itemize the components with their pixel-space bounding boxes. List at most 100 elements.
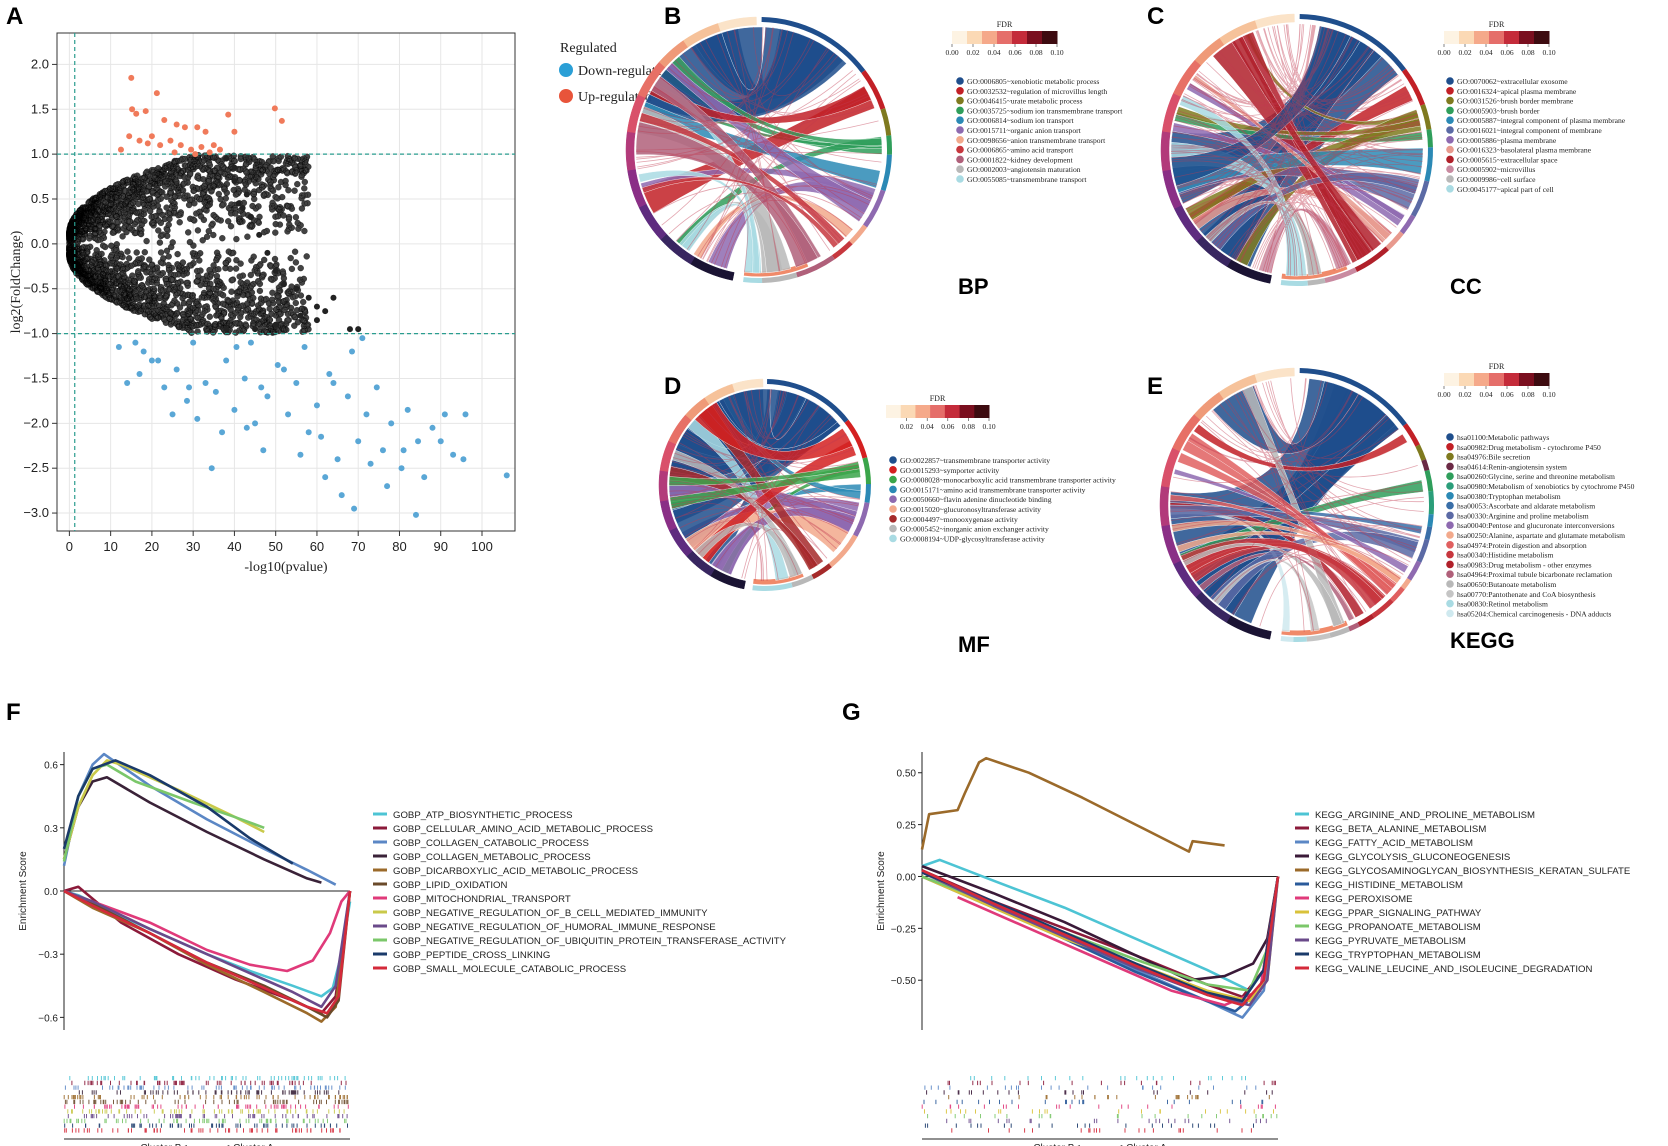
colorbar-tick-label: 0.10 [1050, 48, 1063, 57]
legend-swatch [889, 466, 897, 474]
term-arc [1357, 613, 1375, 627]
colorbar-tick-label: 0.04 [987, 48, 1000, 57]
fdr-ring [743, 261, 809, 277]
plot-frame [56, 32, 516, 532]
legend-swatch [1446, 531, 1454, 539]
legend-label: GO:0022857~transmembrane transporter act… [900, 456, 1050, 465]
colorbar-cell [930, 405, 946, 418]
gene-arc-segment [625, 137, 635, 146]
legend-label: hsa01100:Metabolic pathways [1457, 433, 1549, 442]
term-arc [1371, 598, 1394, 619]
legend-swatch [1446, 541, 1454, 549]
rug-ticks [64, 1123, 348, 1128]
legend-label: GO:0016021~integral component of membran… [1457, 126, 1602, 135]
legend-label: GO:0005902~microvillus [1457, 165, 1535, 174]
x-tick-label: 50 [268, 539, 282, 554]
up-regulated-point [198, 143, 205, 150]
down-regulated-point [460, 456, 467, 463]
down-regulated-point [274, 362, 281, 368]
enrichment-line [62, 763, 265, 862]
legend-swatch [1446, 580, 1454, 588]
up-regulated-point [142, 108, 149, 115]
legend-label: KEGG_FATTY_ACID_METABOLISM [1315, 838, 1473, 849]
legend-swatch [956, 175, 964, 183]
nonsignificant-point [330, 294, 337, 301]
legend-label: KEGG_TRYPTOPHAN_METABOLISM [1315, 950, 1481, 961]
y-axis-label: log2(FoldChange) [9, 230, 24, 333]
y-tick-label: 1.5 [31, 101, 49, 116]
y-tick-label: −2.5 [23, 460, 49, 475]
legend-swatch-up [559, 89, 573, 103]
legend-label: GOBP_MITOCHONDRIAL_TRANSPORT [393, 894, 571, 905]
colorbar-cell [1534, 373, 1550, 386]
legend-swatch [956, 116, 964, 124]
colorbar-tick-label: 0.00 [1437, 48, 1450, 57]
down-regulated-point [124, 379, 131, 386]
nonsignificant-point [235, 200, 242, 207]
down-regulated-point [503, 472, 510, 479]
colorbar-tick-label: 0.08 [1029, 48, 1042, 57]
colorbar-title: FDR [930, 394, 946, 403]
down-regulated-point [233, 344, 240, 351]
term-arc [862, 457, 871, 485]
down-regulated-point [140, 348, 147, 355]
term-arc [795, 255, 835, 278]
chord-ribbon [694, 522, 803, 578]
legend-title: Regulated [560, 41, 617, 56]
legend-swatch [1446, 106, 1454, 115]
chord-ribbon [1180, 537, 1383, 610]
chord-ribbon [1258, 208, 1352, 274]
legend-swatch [1446, 609, 1454, 618]
rug-ticks [67, 1109, 345, 1114]
legend-label: GO:0015293~symporter activity [900, 466, 999, 475]
gsea-plot-kegg: 0.50 0.25 0.00 −0.25 −0.50 Enrichment Score KE… [876, 752, 1630, 1146]
nonsignificant-point [231, 178, 238, 185]
chord-ribbon [668, 461, 860, 486]
legend-label: hsa00980:Metabolism of xenobiotics by cy… [1457, 482, 1635, 491]
colorbar-cell [1444, 373, 1460, 386]
up-regulated-point [153, 90, 160, 97]
legend-swatch [1446, 599, 1454, 608]
up-regulated-point [171, 149, 178, 156]
legend-label: GO:0005887~integral component of plasma … [1457, 116, 1626, 125]
down-regulated-point [338, 492, 345, 499]
legend-label: GO:0070062~extracellular exosome [1457, 77, 1568, 86]
panel-label-f: F [6, 699, 21, 726]
legend-label: GO:0050660~flavin adenine dinucleotide b… [900, 495, 1052, 504]
nonsignificant-point [239, 204, 246, 211]
rug-ticks [924, 1109, 1274, 1114]
down-regulated-point [322, 474, 329, 481]
term-arc [1427, 513, 1434, 528]
legend-swatch-down [559, 63, 573, 77]
colorbar-cell [1489, 31, 1505, 44]
legend-label: hsa00340:Histidine metabolism [1457, 551, 1553, 560]
x-tick-label: 20 [145, 539, 159, 554]
colorbar-cell [967, 31, 983, 44]
y-tick-label: −3.0 [23, 505, 49, 520]
panel-label-b: B [664, 3, 681, 30]
down-regulated-point [260, 447, 267, 454]
nonsignificant-point [223, 326, 230, 333]
nonsignificant-point [272, 321, 279, 328]
y-tick-label: 0.0 [31, 236, 49, 251]
gene-arc-segment [1280, 368, 1289, 378]
colorbar-cell [1027, 31, 1043, 44]
term-arc [1415, 444, 1427, 461]
term-arc [1407, 560, 1422, 581]
rug-ticks [71, 1080, 347, 1086]
term-arc [1329, 626, 1350, 638]
term-arc [880, 108, 892, 136]
colorbar-tick-label: 0.00 [945, 48, 958, 57]
legend-label: GO:0015711~organic anion transport [967, 126, 1082, 135]
down-regulated-point [148, 357, 155, 364]
term-arc [849, 224, 868, 245]
legend-label: hsa00053:Ascorbate and aldarate metaboli… [1457, 502, 1595, 511]
gene-arc-segment [1160, 156, 1170, 165]
x-tick-label: 80 [392, 539, 406, 554]
nonsignificant-point [313, 317, 320, 324]
colorbar-cell [1474, 373, 1490, 386]
rug-ticks [970, 1076, 1246, 1081]
down-regulated-point [450, 451, 457, 458]
term-arc [761, 17, 866, 74]
